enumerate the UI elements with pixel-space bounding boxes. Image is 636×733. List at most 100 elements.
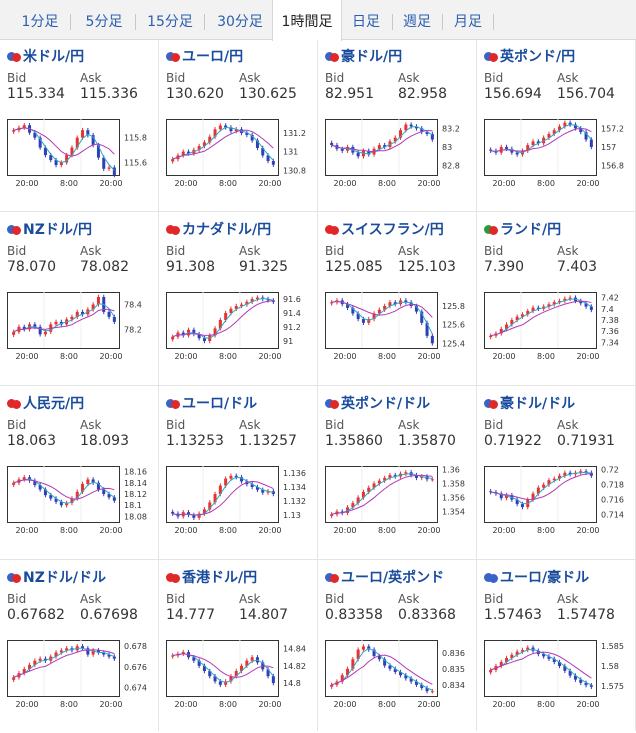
mini-candlestick-chart[interactable]: 0.836 0.835 0.834 20:00 8:00 20:00	[325, 638, 473, 710]
pair-name[interactable]: ランド/円	[500, 222, 562, 238]
candle-body	[255, 297, 259, 299]
currency-pair-panel[interactable]: 英ポンド/円 Bid Ask 156.694 156.704 157.2 157 156.8 2…	[477, 40, 635, 212]
moving-average-long	[331, 129, 433, 153]
y-tick-label: 91.2	[283, 323, 301, 332]
mini-candlestick-chart[interactable]: 0.72 0.718 0.716 0.714 20:00 8:00 20:00	[484, 464, 632, 536]
pair-title[interactable]: 英ポンド/ドル	[325, 393, 430, 413]
candle-body	[197, 334, 201, 339]
ask-label: Ask	[80, 418, 102, 432]
pair-name[interactable]: 米ドル/円	[23, 49, 85, 65]
pair-name[interactable]: 英ポンド/ドル	[341, 396, 431, 412]
bid-label: Bid	[7, 592, 27, 606]
candle-body	[112, 497, 116, 501]
pair-name[interactable]: スイスフラン/円	[341, 222, 444, 238]
flag-icon-primary	[484, 399, 493, 408]
mini-candlestick-chart[interactable]: 91.6 91.4 91.2 91 20:00 8:00 20:00	[166, 290, 314, 362]
pair-name[interactable]: 豪ドル/ドル	[500, 396, 576, 412]
pair-title[interactable]: 豪ドル/ドル	[484, 393, 575, 413]
tab-15min[interactable]: 15分足	[147, 14, 193, 30]
tab-weekly[interactable]: 週足	[403, 14, 431, 30]
pair-title[interactable]: 米ドル/円	[7, 46, 84, 66]
flag-icon-secondary	[12, 226, 21, 235]
currency-pair-panel[interactable]: ユーロ/英ポンド Bid Ask 0.83358 0.83368 0.836 0.835 0.…	[318, 561, 476, 733]
pair-title[interactable]: ユーロ/ドル	[166, 393, 257, 413]
tab-30min[interactable]: 30分足	[217, 14, 263, 30]
pair-name[interactable]: カナダドル/円	[182, 222, 272, 238]
pair-title[interactable]: 人民元/円	[7, 393, 84, 413]
candle-body	[271, 676, 275, 684]
flag-icon-primary	[484, 225, 493, 234]
pair-title[interactable]: ユーロ/円	[166, 46, 243, 66]
pair-name[interactable]: NZドル/ドル	[23, 570, 106, 586]
candle-body	[367, 319, 371, 323]
tab-monthly[interactable]: 月足	[454, 14, 482, 30]
pair-title[interactable]: 英ポンド/円	[484, 46, 575, 66]
mini-candlestick-chart[interactable]: 7.42 7.4 7.38 7.36 7.34 20:00 8:00 20:00	[484, 290, 632, 362]
tab-daily[interactable]: 日足	[352, 14, 380, 30]
tab-5min[interactable]: 5分足	[85, 14, 123, 30]
candle-body	[96, 145, 100, 158]
pair-name[interactable]: NZドル/円	[23, 222, 92, 238]
pair-name[interactable]: 人民元/円	[23, 396, 85, 412]
mini-candlestick-chart[interactable]: 78.4 78.2 20:00 8:00 20:00	[7, 290, 155, 362]
candle-body	[245, 660, 249, 666]
pair-name[interactable]: 香港ドル/円	[182, 570, 258, 586]
pair-name[interactable]: ユーロ/豪ドル	[500, 570, 590, 586]
tab-separator	[493, 14, 494, 30]
currency-pair-panel[interactable]: NZドル/ドル Bid Ask 0.67682 0.67698 0.678 0.676 0.6…	[0, 561, 158, 733]
currency-pair-panel[interactable]: 人民元/円 Bid Ask 18.063 18.093 18.16 18.14 18.12 18…	[0, 387, 158, 559]
mini-candlestick-chart[interactable]: 125.8 125.6 125.4 20:00 8:00 20:00	[325, 290, 473, 362]
currency-pair-panel[interactable]: カナダドル/円 Bid Ask 91.308 91.325 91.6 91.4 91.2 91 2…	[159, 213, 317, 385]
currency-pair-panel[interactable]: ランド/円 Bid Ask 7.390 7.403 7.42 7.4 7.38 7.36 7.34…	[477, 213, 635, 385]
mini-candlestick-chart[interactable]: 157.2 157 156.8 20:00 8:00 20:00	[484, 117, 632, 189]
currency-pair-panel[interactable]: ユーロ/円 Bid Ask 130.620 130.625 131.2 131 130.8 20…	[159, 40, 317, 212]
pair-title[interactable]: NZドル/ドル	[7, 567, 106, 587]
pair-title[interactable]: ユーロ/豪ドル	[484, 567, 589, 587]
flag-icon	[325, 224, 339, 235]
pair-title[interactable]: ユーロ/英ポンド	[325, 567, 444, 587]
candle-body	[65, 648, 69, 651]
pair-title[interactable]: NZドル/円	[7, 219, 92, 239]
pair-name[interactable]: ユーロ/円	[182, 49, 244, 65]
mini-candlestick-chart[interactable]: 14.84 14.82 14.8 20:00 8:00 20:00	[166, 638, 314, 710]
pair-name[interactable]: 豪ドル/円	[341, 49, 403, 65]
mini-candlestick-chart[interactable]: 1.36 1.358 1.356 1.354 20:00 8:00 20:00	[325, 464, 473, 536]
flag-icon-secondary	[171, 53, 180, 62]
currency-pair-panel[interactable]: 米ドル/円 Bid Ask 115.334 115.336 115.8 115.6 20:00…	[0, 40, 158, 212]
currency-pair-panel[interactable]: 英ポンド/ドル Bid Ask 1.35860 1.35870 1.36 1.358 1.35…	[318, 387, 476, 559]
mini-candlestick-chart[interactable]: 83.2 83 82.8 20:00 8:00 20:00	[325, 117, 473, 189]
tab-1hour[interactable]: 1時間足	[272, 0, 342, 41]
candle-body	[584, 303, 588, 307]
pair-name[interactable]: 英ポンド/円	[500, 49, 576, 65]
ask-label: Ask	[80, 244, 102, 258]
flag-icon	[325, 572, 339, 583]
currency-pair-panel[interactable]: ユーロ/ドル Bid Ask 1.13253 1.13257 1.136 1.134 1.13…	[159, 387, 317, 559]
currency-pair-panel[interactable]: ユーロ/豪ドル Bid Ask 1.57463 1.57478 1.585 1.58 1.57…	[477, 561, 635, 733]
currency-pair-panel[interactable]: 豪ドル/ドル Bid Ask 0.71922 0.71931 0.72 0.718 0.716…	[477, 387, 635, 559]
currency-pair-panel[interactable]: 豪ドル/円 Bid Ask 82.951 82.958 83.2 83 82.8 20:00 8:…	[318, 40, 476, 212]
candle-body	[505, 495, 509, 499]
mini-candlestick-chart[interactable]: 131.2 131 130.8 20:00 8:00 20:00	[166, 117, 314, 189]
currency-pair-panel[interactable]: NZドル/円 Bid Ask 78.070 78.082 78.4 78.2 20:00 8:0…	[0, 213, 158, 385]
pair-title[interactable]: カナダドル/円	[166, 219, 271, 239]
pair-title[interactable]: 豪ドル/円	[325, 46, 402, 66]
mini-candlestick-chart[interactable]: 1.136 1.134 1.132 1.13 20:00 8:00 20:00	[166, 464, 314, 536]
pair-name[interactable]: ユーロ/ドル	[182, 396, 258, 412]
tab-1min[interactable]: 1分足	[21, 14, 59, 30]
mini-candlestick-chart[interactable]: 1.585 1.58 1.575 20:00 8:00 20:00	[484, 638, 632, 710]
mini-candlestick-chart[interactable]: 0.678 0.676 0.674 20:00 8:00 20:00	[7, 638, 155, 710]
candle-body	[430, 691, 434, 693]
candle-body	[340, 148, 344, 151]
currency-pair-panel[interactable]: 香港ドル/円 Bid Ask 14.777 14.807 14.84 14.82 14.8 20…	[159, 561, 317, 733]
bid-value: 0.67682	[7, 607, 65, 623]
pair-name[interactable]: ユーロ/英ポンド	[341, 570, 445, 586]
mini-candlestick-chart[interactable]: 18.16 18.14 18.12 18.1 18.08 20:00 8:00 20:00	[7, 464, 155, 536]
candle-body	[393, 137, 397, 142]
candle-body	[234, 306, 238, 309]
mini-candlestick-chart[interactable]: 115.8 115.6 20:00 8:00 20:00	[7, 117, 155, 189]
pair-title[interactable]: 香港ドル/円	[166, 567, 257, 587]
pair-title[interactable]: スイスフラン/円	[325, 219, 444, 239]
candle-body	[579, 300, 583, 304]
currency-pair-panel[interactable]: スイスフラン/円 Bid Ask 125.085 125.103 125.8 125.6 12…	[318, 213, 476, 385]
pair-title[interactable]: ランド/円	[484, 219, 561, 239]
